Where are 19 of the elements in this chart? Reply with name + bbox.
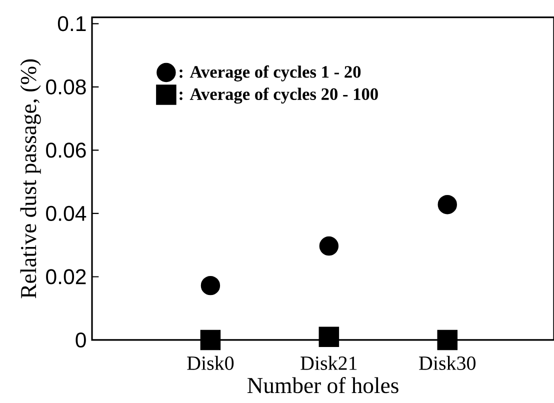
point [319, 236, 339, 256]
legend-label: : Average of cycles 20 - 100 [180, 88, 378, 104]
y-tick-label: 0.08 [46, 79, 86, 94]
point [200, 276, 220, 296]
y-tick-label: 0.1 [58, 16, 86, 32]
y-tick-label: 0.04 [46, 206, 86, 222]
point [318, 326, 340, 347]
y-axis-title: Relative dust passage, (%) [20, 59, 41, 298]
point [200, 330, 221, 350]
legend-label: : Average of cycles 1 - 20 [180, 65, 361, 82]
x-tick-label: Disk0 [187, 356, 234, 370]
y-tick-label: 0 [76, 332, 86, 348]
x-axis-title: Number of holes [247, 376, 398, 394]
point [438, 194, 457, 214]
y-tick-label: 0.06 [46, 142, 86, 158]
x-tick-label: Disk21 [300, 356, 357, 370]
y-tick-label: 0.02 [46, 269, 86, 284]
x-tick-label: Disk30 [419, 356, 476, 370]
point [437, 330, 458, 350]
